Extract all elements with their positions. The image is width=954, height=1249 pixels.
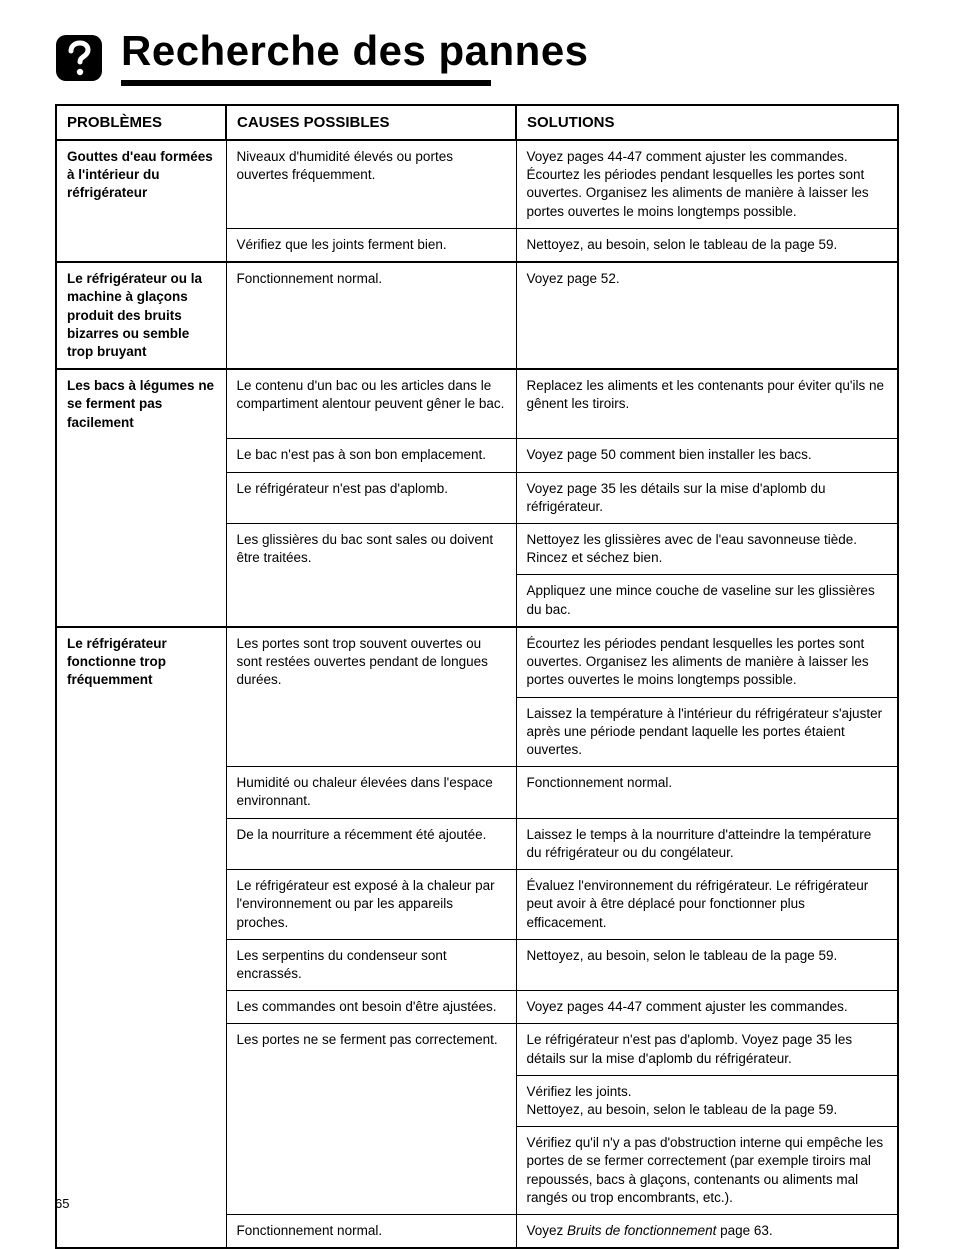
table-row: Vérifiez que les joints ferment bien.Net… bbox=[56, 228, 898, 262]
cell-cause bbox=[226, 575, 516, 627]
cell-cause: Les serpentins du condenseur sont encras… bbox=[226, 939, 516, 990]
cell-problem bbox=[56, 439, 226, 472]
document-page: Recherche des pannes PROBLÈMES CAUSES PO… bbox=[0, 0, 954, 1235]
cell-cause: Le contenu d'un bac ou les articles dans… bbox=[226, 369, 516, 439]
cell-cause: Les glissières du bac sont sales ou doiv… bbox=[226, 524, 516, 575]
cell-solution: Voyez pages 44-47 comment ajuster les co… bbox=[516, 991, 898, 1024]
cell-problem bbox=[56, 991, 226, 1024]
cell-problem: Gouttes d'eau formées à l'intérieur du r… bbox=[56, 140, 226, 228]
cell-solution: Laissez la température à l'intérieur du … bbox=[516, 697, 898, 767]
page-number: 65 bbox=[55, 1196, 69, 1211]
cell-solution: Nettoyez les glissières avec de l'eau sa… bbox=[516, 524, 898, 575]
table-row: Le bac n'est pas à son bon emplacement.V… bbox=[56, 439, 898, 472]
cell-solution: Voyez page 35 les détails sur la mise d'… bbox=[516, 472, 898, 523]
table-row: Le réfrigérateur n'est pas d'aplomb.Voye… bbox=[56, 472, 898, 523]
cell-problem bbox=[56, 1127, 226, 1215]
cell-cause: Fonctionnement normal. bbox=[226, 262, 516, 369]
cell-cause: Le réfrigérateur est exposé à la chaleur… bbox=[226, 870, 516, 940]
cell-cause bbox=[226, 697, 516, 767]
cell-problem bbox=[56, 1215, 226, 1249]
table-row: Vérifiez qu'il n'y a pas d'obstruction i… bbox=[56, 1127, 898, 1215]
cell-cause: Humidité ou chaleur élevées dans l'espac… bbox=[226, 767, 516, 818]
title-underline bbox=[121, 80, 491, 86]
cell-solution: Appliquez une mince couche de vaseline s… bbox=[516, 575, 898, 627]
table-row: De la nourriture a récemment été ajoutée… bbox=[56, 818, 898, 869]
cell-cause: Vérifiez que les joints ferment bien. bbox=[226, 228, 516, 262]
table-row: Les portes ne se ferment pas correctemen… bbox=[56, 1024, 898, 1075]
cell-cause bbox=[226, 1075, 516, 1126]
cell-cause: De la nourriture a récemment été ajoutée… bbox=[226, 818, 516, 869]
table-row: Le réfrigérateur fonctionne trop fréquem… bbox=[56, 627, 898, 697]
cell-solution: Nettoyez, au besoin, selon le tableau de… bbox=[516, 939, 898, 990]
cell-problem bbox=[56, 939, 226, 990]
table-row: Les commandes ont besoin d'être ajustées… bbox=[56, 991, 898, 1024]
table-row: Les bacs à légumes ne se ferment pas fac… bbox=[56, 369, 898, 439]
cell-solution: Le réfrigérateur n'est pas d'aplomb. Voy… bbox=[516, 1024, 898, 1075]
table-row: Appliquez une mince couche de vaseline s… bbox=[56, 575, 898, 627]
cell-cause: Les commandes ont besoin d'être ajustées… bbox=[226, 991, 516, 1024]
table-row: Vérifiez les joints. Nettoyez, au besoin… bbox=[56, 1075, 898, 1126]
col-header-causes: CAUSES POSSIBLES bbox=[226, 105, 516, 140]
cell-solution: Vérifiez les joints. Nettoyez, au besoin… bbox=[516, 1075, 898, 1126]
cell-cause: Les portes sont trop souvent ouvertes ou… bbox=[226, 627, 516, 697]
table-row: Les glissières du bac sont sales ou doiv… bbox=[56, 524, 898, 575]
table-row: Le réfrigérateur ou la machine à glaçons… bbox=[56, 262, 898, 369]
cell-problem bbox=[56, 228, 226, 262]
cell-cause: Le réfrigérateur n'est pas d'aplomb. bbox=[226, 472, 516, 523]
cell-problem: Le réfrigérateur fonctionne trop fréquem… bbox=[56, 627, 226, 697]
cell-cause: Niveaux d'humidité élevés ou portes ouve… bbox=[226, 140, 516, 228]
cell-problem bbox=[56, 575, 226, 627]
table-row: Gouttes d'eau formées à l'intérieur du r… bbox=[56, 140, 898, 228]
table-row: Fonctionnement normal.Voyez Bruits de fo… bbox=[56, 1215, 898, 1249]
cell-problem bbox=[56, 1024, 226, 1075]
cell-problem bbox=[56, 767, 226, 818]
cell-solution: Vérifiez qu'il n'y a pas d'obstruction i… bbox=[516, 1127, 898, 1215]
table-row: Humidité ou chaleur élevées dans l'espac… bbox=[56, 767, 898, 818]
table-row: Laissez la température à l'intérieur du … bbox=[56, 697, 898, 767]
table-row: Les serpentins du condenseur sont encras… bbox=[56, 939, 898, 990]
cell-solution: Nettoyez, au besoin, selon le tableau de… bbox=[516, 228, 898, 262]
table-row: Le réfrigérateur est exposé à la chaleur… bbox=[56, 870, 898, 940]
col-header-solutions: SOLUTIONS bbox=[516, 105, 898, 140]
page-header: Recherche des pannes bbox=[55, 30, 899, 86]
title-block: Recherche des pannes bbox=[121, 30, 589, 86]
cell-solution: Voyez Bruits de fonctionnement page 63. bbox=[516, 1215, 898, 1249]
cell-problem: Les bacs à légumes ne se ferment pas fac… bbox=[56, 369, 226, 439]
troubleshooting-table: PROBLÈMES CAUSES POSSIBLES SOLUTIONS Gou… bbox=[55, 104, 899, 1249]
cell-solution: Voyez pages 44-47 comment ajuster les co… bbox=[516, 140, 898, 228]
cell-cause: Fonctionnement normal. bbox=[226, 1215, 516, 1249]
cell-problem bbox=[56, 524, 226, 575]
cell-problem bbox=[56, 1075, 226, 1126]
cell-problem bbox=[56, 472, 226, 523]
cell-cause: Les portes ne se ferment pas correctemen… bbox=[226, 1024, 516, 1075]
cell-problem: Le réfrigérateur ou la machine à glaçons… bbox=[56, 262, 226, 369]
cell-solution: Écourtez les périodes pendant lesquelles… bbox=[516, 627, 898, 697]
cell-cause: Le bac n'est pas à son bon emplacement. bbox=[226, 439, 516, 472]
cell-problem bbox=[56, 870, 226, 940]
table-header-row: PROBLÈMES CAUSES POSSIBLES SOLUTIONS bbox=[56, 105, 898, 140]
page-title: Recherche des pannes bbox=[121, 30, 589, 72]
cell-problem bbox=[56, 697, 226, 767]
help-icon bbox=[55, 34, 103, 82]
cell-solution: Laissez le temps à la nourriture d'attei… bbox=[516, 818, 898, 869]
cell-cause bbox=[226, 1127, 516, 1215]
cell-solution: Voyez page 50 comment bien installer les… bbox=[516, 439, 898, 472]
col-header-problems: PROBLÈMES bbox=[56, 105, 226, 140]
cell-solution: Évaluez l'environnement du réfrigérateur… bbox=[516, 870, 898, 940]
cell-solution: Replacez les aliments et les contenants … bbox=[516, 369, 898, 439]
cell-problem bbox=[56, 818, 226, 869]
cell-solution: Voyez page 52. bbox=[516, 262, 898, 369]
cell-solution: Fonctionnement normal. bbox=[516, 767, 898, 818]
